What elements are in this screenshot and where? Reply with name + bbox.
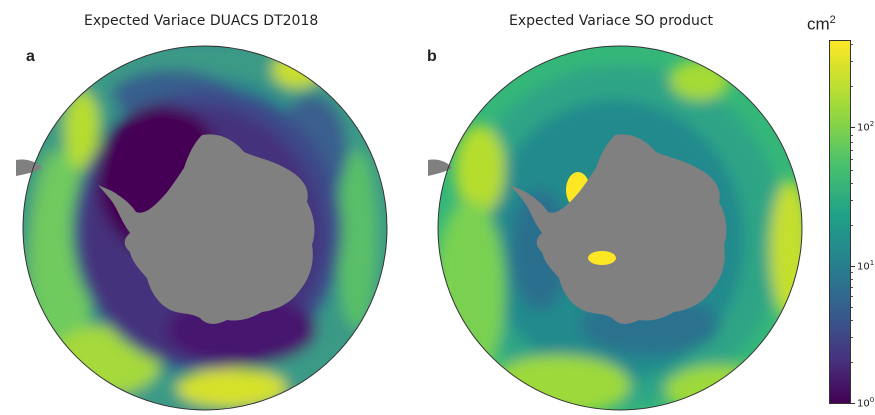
colorbar-label-1: 100 <box>857 396 875 410</box>
colorbar-tick-minor <box>851 296 853 297</box>
colorbar-tick-minor <box>851 150 853 151</box>
colorbar <box>829 40 851 404</box>
map-panel-b <box>428 45 803 411</box>
colorbar-tick-minor <box>851 159 853 160</box>
colorbar-tick-minor <box>851 61 853 62</box>
colorbar-tick-minor <box>851 142 853 143</box>
colorbar-tick-minor <box>851 279 853 280</box>
colorbar-tick-minor <box>851 362 853 363</box>
south-america-tip-a <box>16 159 42 176</box>
colorbar-label-10: 101 <box>857 259 875 273</box>
colorbar-label-100: 102 <box>857 120 875 134</box>
panel-b-title: Expected Variace SO product <box>509 13 714 29</box>
colorbar-tick-major <box>851 266 855 267</box>
colorbar-tick-minor <box>851 170 853 171</box>
antarctica-landmass-b <box>510 134 727 324</box>
colorbar-tick-minor <box>851 307 853 308</box>
colorbar-tick-minor <box>851 183 853 184</box>
panel-b-letter: b <box>427 48 437 65</box>
colorbar-tick-minor <box>851 320 853 321</box>
yellow-patch-ross-edge <box>588 251 616 265</box>
antarctica-landmass-a <box>98 134 315 324</box>
panel-a-letter: a <box>26 48 35 65</box>
colorbar-tick-major <box>851 403 855 404</box>
colorbar-tick-minor <box>851 337 853 338</box>
colorbar-tick-minor <box>851 272 853 273</box>
colorbar-tick-minor <box>851 287 853 288</box>
panel-a-title: Expected Variace DUACS DT2018 <box>84 13 319 29</box>
colorbar-tick-minor <box>851 44 853 45</box>
south-america-tip-b <box>428 159 452 176</box>
map-panel-a <box>16 45 388 411</box>
colorbar-tick-minor <box>851 86 853 87</box>
colorbar-tick-minor <box>851 200 853 201</box>
colorbar-tick-minor <box>851 225 853 226</box>
colorbar-tick-major <box>851 127 855 128</box>
colorbar-tick-minor <box>851 135 853 136</box>
colorbar-unit: cm2 <box>807 14 836 34</box>
